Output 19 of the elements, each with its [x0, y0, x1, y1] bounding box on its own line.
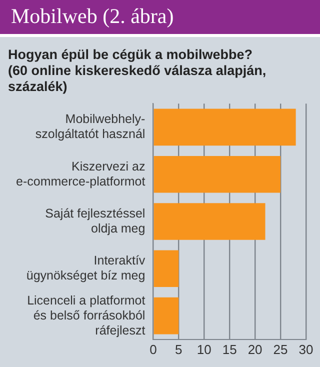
y-tick-label: Mobilwebhely- szolgáltatót használ — [35, 112, 146, 142]
bar — [154, 156, 281, 193]
chart-subtitle: Hogyan épül be cégük a mobilwebbe? (60 online kiskereskedő válasza alapján, százalék) — [8, 46, 266, 94]
x-tick-label: 20 — [248, 342, 262, 357]
y-tick-label: Saját fejlesztéssel oldja meg — [45, 206, 146, 236]
x-tick-label: 0 — [150, 342, 157, 357]
x-tick-label: 10 — [196, 342, 212, 357]
chart-title: Mobilweb (2. ábra) — [0, 0, 320, 37]
y-tick-label: Kiszervezi az e-commerce-platformot — [16, 159, 146, 188]
x-tick-label: 15 — [222, 342, 237, 357]
y-tick-label: Licenceli a platformot és belső forrásokból ráfejleszt — [27, 293, 146, 338]
x-tick-label: 30 — [298, 342, 314, 357]
x-tick-label: 25 — [273, 342, 288, 357]
bar — [154, 250, 179, 288]
x-tick-label: 5 — [175, 342, 182, 357]
bar — [154, 297, 179, 334]
y-tick-label: Interaktív ügynökséget bíz meg — [26, 254, 146, 283]
bar — [154, 203, 266, 240]
bar — [154, 108, 296, 146]
